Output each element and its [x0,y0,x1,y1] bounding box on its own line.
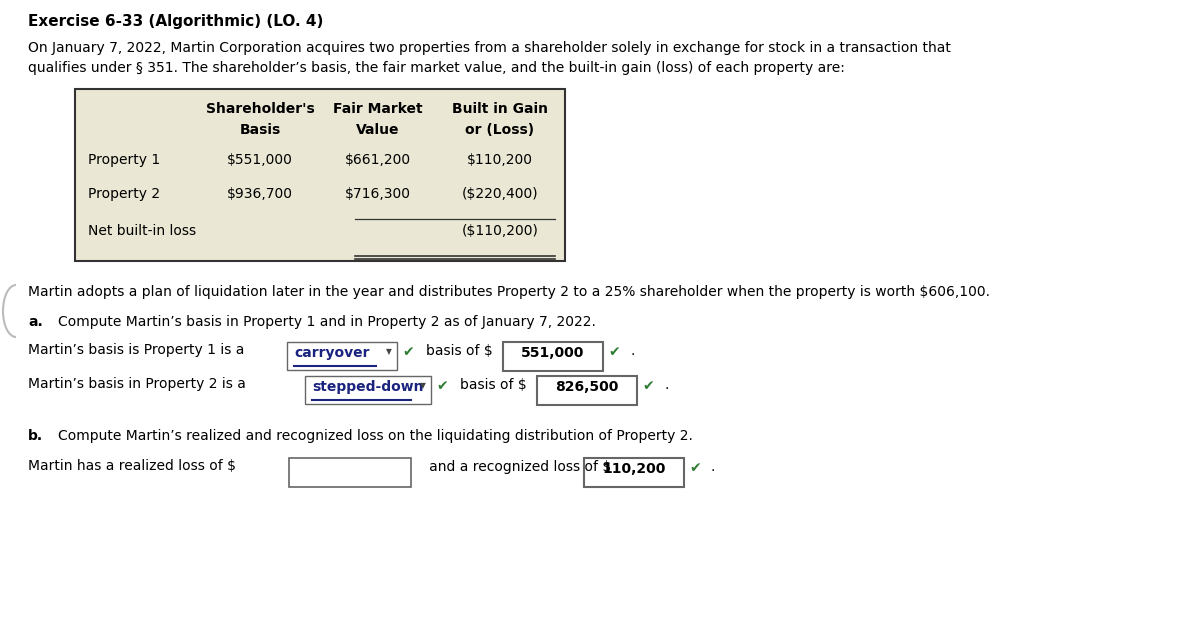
Text: Shareholder's: Shareholder's [205,102,314,116]
Text: Property 2: Property 2 [88,187,160,201]
Text: $716,300: $716,300 [346,187,410,201]
Text: On January 7, 2022, Martin Corporation acquires two properties from a shareholde: On January 7, 2022, Martin Corporation a… [28,41,950,55]
Text: ✔: ✔ [642,379,654,393]
Text: ▼: ▼ [420,381,426,390]
Text: carryover: carryover [294,346,370,360]
Text: a.: a. [28,315,43,329]
Text: Martin has a realized loss of $: Martin has a realized loss of $ [28,459,236,473]
Text: Built in Gain: Built in Gain [452,102,548,116]
Text: $110,200: $110,200 [467,153,533,167]
Text: .: . [710,460,715,474]
FancyBboxPatch shape [305,376,431,404]
FancyBboxPatch shape [503,342,604,371]
Text: ✔: ✔ [689,461,701,475]
Text: ✔: ✔ [436,379,448,393]
Text: $936,700: $936,700 [227,187,293,201]
Text: Martin’s basis is Property 1 is a: Martin’s basis is Property 1 is a [28,343,248,357]
Text: ▼: ▼ [386,347,392,356]
FancyBboxPatch shape [289,458,412,487]
Text: or (Loss): or (Loss) [466,123,534,137]
Text: Exercise 6-33 (Algorithmic) (LO. 4): Exercise 6-33 (Algorithmic) (LO. 4) [28,14,323,29]
Text: ✔: ✔ [402,345,414,359]
Text: b.: b. [28,429,43,443]
Text: $551,000: $551,000 [227,153,293,167]
Text: 826,500: 826,500 [556,380,619,394]
Text: basis of $: basis of $ [460,378,527,392]
Text: 551,000: 551,000 [521,346,584,360]
Text: $661,200: $661,200 [344,153,412,167]
Text: Compute Martin’s realized and recognized loss on the liquidating distribution of: Compute Martin’s realized and recognized… [58,429,692,443]
Text: Martin adopts a plan of liquidation later in the year and distributes Property 2: Martin adopts a plan of liquidation late… [28,285,990,299]
FancyBboxPatch shape [584,458,684,487]
Text: Basis: Basis [239,123,281,137]
Text: basis of $: basis of $ [426,344,493,358]
Text: ✔: ✔ [608,345,619,359]
Text: qualifies under § 351. The shareholder’s basis, the fair market value, and the b: qualifies under § 351. The shareholder’s… [28,61,845,75]
Text: .: . [664,378,668,392]
Text: Compute Martin’s basis in Property 1 and in Property 2 as of January 7, 2022.: Compute Martin’s basis in Property 1 and… [58,315,596,329]
Text: .: . [630,344,635,358]
Text: ($220,400): ($220,400) [462,187,539,201]
Text: and a recognized loss of $: and a recognized loss of $ [416,460,611,474]
Text: Martin’s basis in Property 2 is a: Martin’s basis in Property 2 is a [28,377,251,391]
Text: Value: Value [356,123,400,137]
Text: Property 1: Property 1 [88,153,161,167]
Text: 110,200: 110,200 [602,462,666,476]
Text: Fair Market: Fair Market [334,102,422,116]
Text: Net built-in loss: Net built-in loss [88,224,196,238]
FancyBboxPatch shape [287,342,397,370]
FancyBboxPatch shape [538,376,637,405]
FancyBboxPatch shape [74,89,565,261]
Text: stepped-down: stepped-down [312,380,424,394]
Text: ($110,200): ($110,200) [462,224,539,238]
